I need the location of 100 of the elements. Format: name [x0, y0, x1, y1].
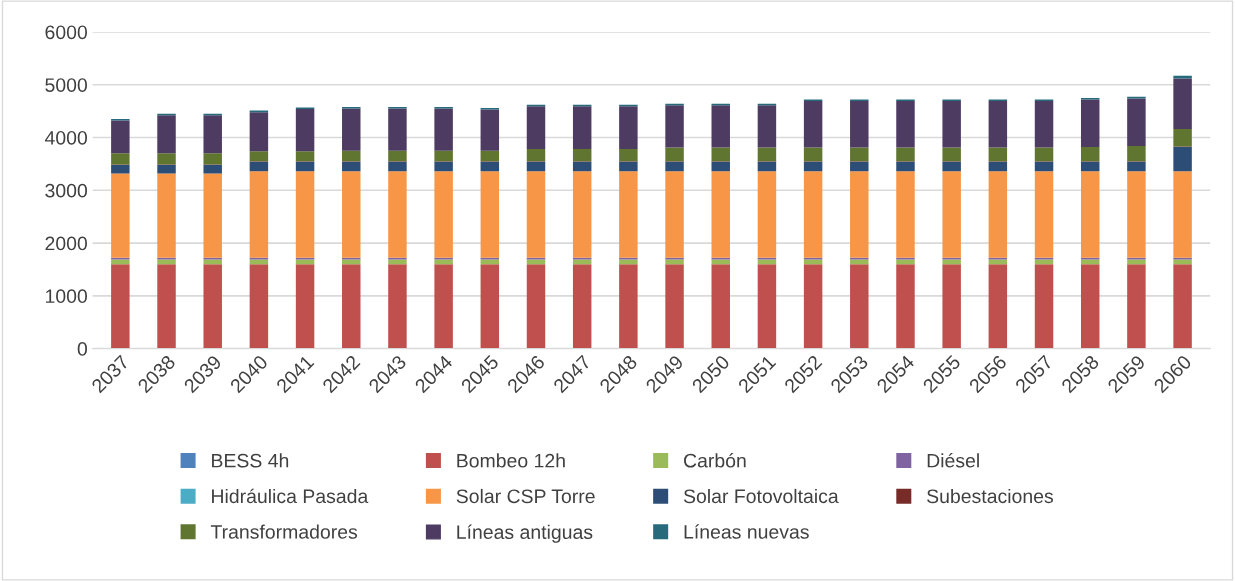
bar — [480, 150, 500, 162]
bar — [295, 151, 315, 162]
bar — [619, 161, 638, 172]
bar — [203, 264, 222, 349]
bar — [850, 161, 869, 172]
bar — [111, 264, 130, 349]
bar — [157, 264, 176, 349]
bar — [203, 164, 222, 174]
legend-label: Líneas nuevas — [684, 524, 809, 539]
bar — [342, 161, 361, 172]
bar — [619, 259, 638, 265]
bar — [480, 161, 500, 172]
bar — [988, 161, 1008, 172]
bar — [388, 264, 407, 349]
bar — [388, 150, 407, 162]
legend-label: Subestaciones — [927, 488, 1054, 504]
bar — [850, 147, 869, 162]
bar — [572, 264, 592, 349]
bar — [619, 149, 638, 162]
bar — [203, 115, 222, 154]
bar — [1034, 264, 1054, 349]
bar — [572, 161, 592, 172]
bar — [942, 259, 961, 265]
bar — [157, 259, 176, 265]
bar — [203, 259, 222, 265]
bar — [757, 171, 777, 258]
bar — [1034, 259, 1054, 265]
bar — [1080, 99, 1100, 147]
y-tick-label: 2000 — [45, 236, 88, 251]
legend-label: BESS 4h — [212, 453, 289, 468]
bar — [850, 259, 869, 265]
bar — [803, 264, 823, 349]
bar — [526, 106, 546, 150]
bar — [526, 171, 546, 258]
y-tick-label: 6000 — [45, 25, 88, 40]
bar — [619, 106, 638, 150]
bar — [803, 259, 823, 265]
bar — [1080, 264, 1100, 349]
bar — [1080, 259, 1100, 265]
bar — [157, 173, 176, 258]
legend-label: Solar Fotovoltaica — [683, 488, 839, 504]
legend-label: Carbón — [684, 453, 746, 468]
y-tick-label: 5000 — [45, 78, 88, 92]
bar — [711, 259, 730, 265]
bar — [157, 153, 176, 165]
bar — [249, 259, 269, 265]
bar — [526, 149, 546, 162]
bar — [203, 153, 222, 165]
bar — [249, 161, 269, 172]
bar — [1034, 147, 1054, 162]
bar — [619, 264, 638, 349]
bar — [1080, 161, 1100, 172]
bar — [988, 147, 1008, 162]
bar — [1127, 259, 1146, 265]
y-tick-label: 1000 — [45, 289, 88, 304]
bar — [988, 259, 1008, 265]
bar — [757, 147, 777, 162]
bar — [850, 171, 869, 258]
bar — [619, 171, 638, 258]
bar — [295, 161, 315, 172]
bar — [711, 105, 730, 148]
bar — [342, 259, 361, 265]
bar — [1173, 259, 1192, 265]
y-tick-label: 4000 — [44, 130, 88, 145]
bar — [157, 115, 176, 154]
bar — [1127, 171, 1146, 258]
bar — [850, 101, 869, 148]
bar — [803, 147, 823, 162]
bar — [665, 171, 684, 258]
legend-label: Transformadores — [210, 524, 358, 539]
bar — [203, 173, 222, 258]
bar — [342, 171, 361, 258]
bar — [896, 161, 915, 172]
bar — [942, 147, 961, 162]
bar — [711, 161, 730, 172]
bar — [249, 112, 269, 152]
bar — [1080, 171, 1100, 258]
bar — [757, 259, 777, 265]
bar — [434, 259, 453, 265]
bar — [295, 264, 315, 349]
legend-label: Líneas antiguas — [457, 524, 593, 543]
bar — [480, 171, 500, 258]
bar — [388, 171, 407, 258]
bar — [803, 161, 823, 172]
legend-label: Hidráulica Pasada — [212, 488, 369, 504]
bar — [572, 106, 592, 150]
bar — [1127, 161, 1146, 172]
bar — [572, 259, 592, 265]
bar — [434, 161, 453, 172]
bar — [1127, 145, 1146, 162]
bar — [757, 264, 777, 349]
bar — [480, 109, 500, 151]
bar — [111, 173, 130, 258]
bar — [711, 264, 730, 349]
bar — [988, 101, 1008, 148]
bar — [249, 171, 269, 258]
bar — [711, 171, 730, 258]
legend-label: Diésel — [927, 453, 979, 468]
bar — [480, 264, 500, 349]
bar — [388, 161, 407, 172]
